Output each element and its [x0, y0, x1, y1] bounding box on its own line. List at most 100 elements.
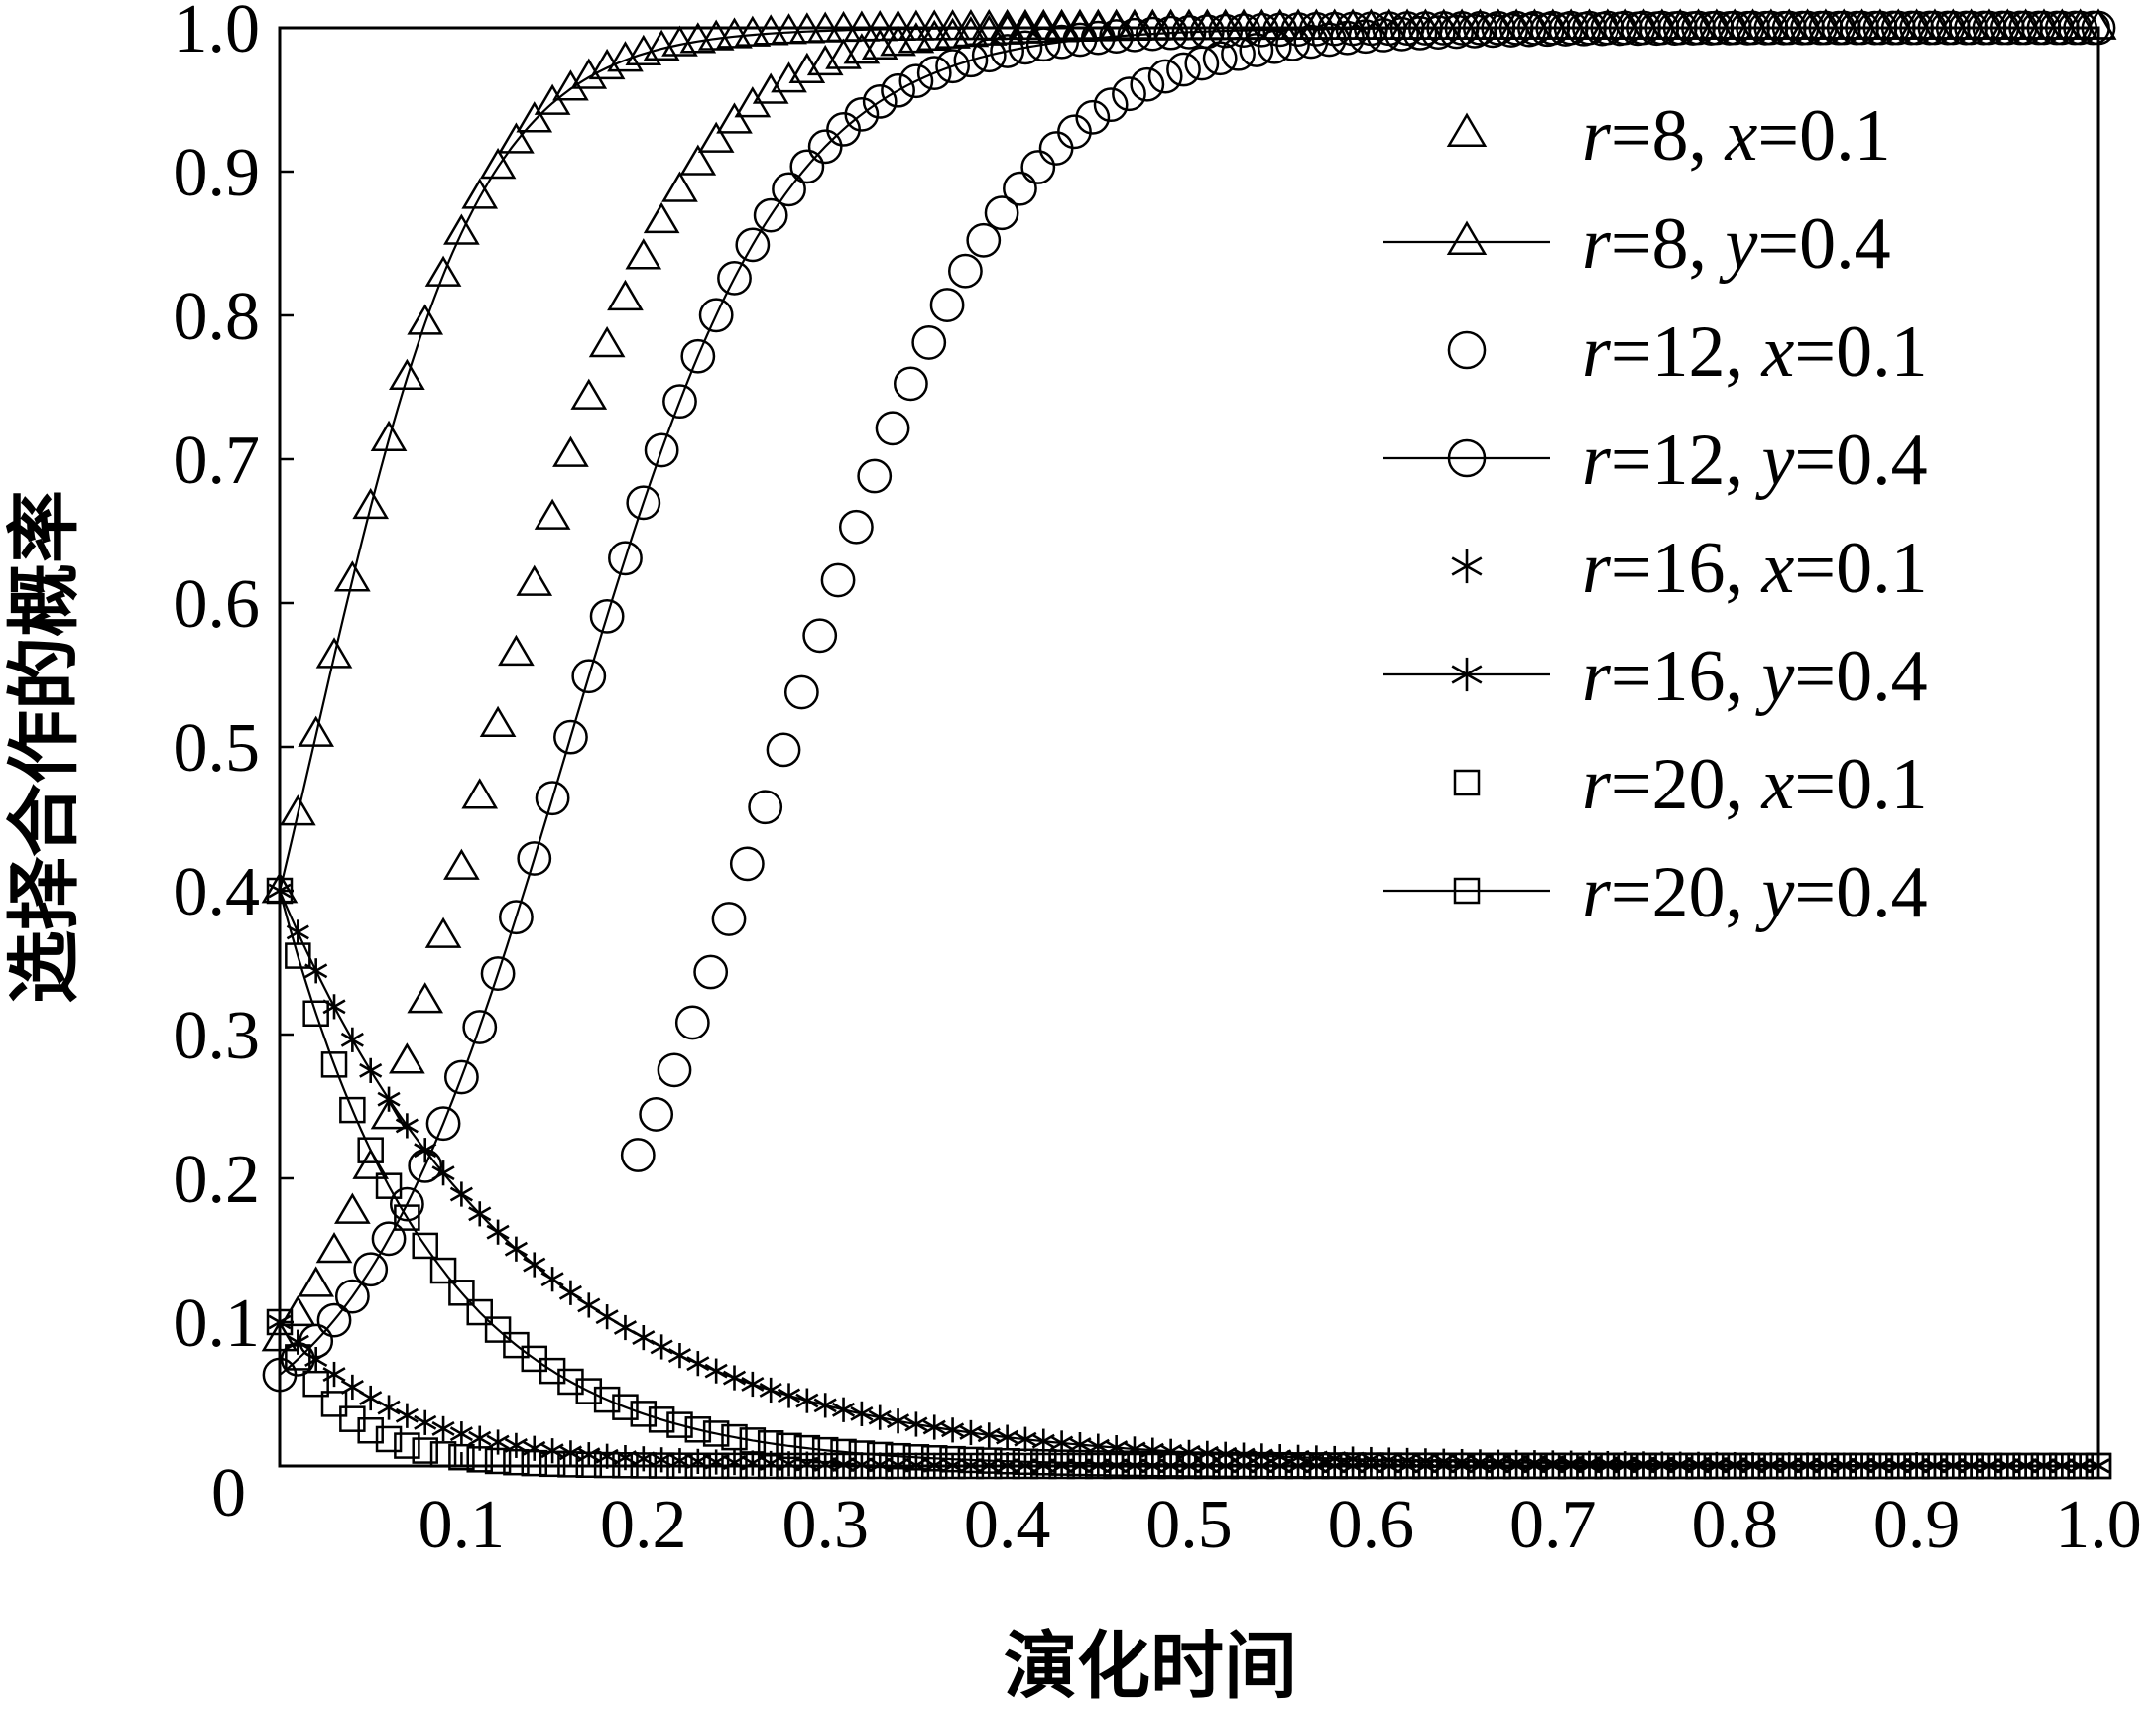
series-3: [262, 10, 2116, 1393]
data-point: [966, 222, 1002, 258]
data-point: [589, 598, 625, 634]
data-point: [1003, 171, 1037, 206]
data-point: [588, 325, 626, 358]
data-point: [412, 1232, 438, 1260]
data-point: [971, 38, 1007, 73]
legend-label-part: =20,: [1611, 744, 1762, 825]
data-point: [1014, 1426, 1037, 1452]
data-point: [1517, 10, 1552, 46]
legend-label-part: =0.1: [1757, 95, 1890, 177]
data-point: [1826, 10, 1861, 46]
data-point: [739, 1452, 767, 1480]
legend-label-part: =8,: [1611, 95, 1726, 177]
data-point: [466, 1446, 493, 1473]
data-point: [1139, 1450, 1166, 1478]
data-point: [486, 1219, 510, 1245]
data-point: [1467, 1452, 1494, 1480]
data-point: [1721, 1452, 1748, 1480]
data-point: [1153, 15, 1189, 51]
data-point: [667, 1343, 692, 1369]
data-point: [461, 778, 499, 809]
data-point: [1212, 1451, 1239, 1479]
data-point: [1666, 1452, 1694, 1480]
data-point: [1790, 10, 1825, 46]
data-point: [1130, 66, 1165, 102]
data-point: [523, 1252, 546, 1278]
legend-label-part: x: [1761, 311, 1795, 393]
data-point: [370, 1098, 408, 1130]
data-point: [977, 1422, 1001, 1448]
data-point: [1372, 11, 1407, 47]
data-point: [484, 1316, 512, 1343]
data-point: [1989, 10, 2025, 46]
data-point: [1681, 10, 1716, 46]
legend-item: r=16, x=0.1: [1451, 528, 1928, 609]
data-point: [650, 1334, 673, 1360]
data-point: [1249, 1451, 1275, 1479]
data-point: [776, 1452, 802, 1480]
data-point: [1303, 1452, 1330, 1479]
data-point: [807, 129, 843, 165]
data-point: [648, 1452, 675, 1479]
data-point: [650, 1447, 673, 1473]
data-point: [448, 1280, 475, 1306]
legend-label: r=20, x=0.1: [1582, 744, 1928, 825]
data-point: [1448, 1452, 1476, 1480]
data-point: [1080, 20, 1116, 56]
data-point: [1958, 1452, 1984, 1480]
data-point: [285, 1344, 311, 1371]
data-point: [789, 149, 825, 184]
data-point: [1038, 131, 1074, 166]
data-point: [1849, 1452, 1875, 1480]
data-point: [429, 1441, 457, 1468]
data-point: [352, 487, 390, 520]
data-point: [1354, 11, 1388, 47]
data-point: [825, 10, 862, 43]
legend-label-part: y: [1755, 636, 1795, 717]
data-point: [1298, 11, 1334, 47]
x-tick-label: 0.7: [1509, 1487, 1597, 1563]
legend-label-part: =16,: [1611, 528, 1762, 609]
data-point: [1830, 1452, 1857, 1480]
data-point: [516, 564, 553, 596]
data-point: [948, 253, 983, 289]
x-tick-label: 0.3: [781, 1487, 869, 1563]
legend-label: r=12, y=0.4: [1582, 420, 1928, 501]
data-point: [612, 1452, 639, 1479]
data-point: [806, 11, 844, 43]
legend-item: r=8, y=0.4: [1383, 203, 1891, 285]
data-point: [389, 1042, 425, 1074]
legend-label-part: x: [1725, 95, 1758, 177]
data-point: [1048, 1449, 1075, 1476]
data-point: [739, 1427, 767, 1454]
legend-marker: [1451, 657, 1483, 692]
data-point: [315, 1232, 353, 1264]
data-point: [1353, 8, 1389, 40]
data-point: [916, 56, 952, 91]
data-point: [693, 954, 729, 990]
data-point: [1757, 1452, 1785, 1480]
data-point: [552, 69, 589, 101]
legend-label-part: =20,: [1611, 852, 1762, 933]
data-point: [1103, 1450, 1130, 1477]
data-point: [2030, 1452, 2058, 1480]
data-point: [741, 1371, 765, 1398]
data-point: [424, 255, 462, 287]
data-point: [881, 72, 915, 108]
data-point: [820, 562, 856, 598]
data-point: [793, 1452, 821, 1480]
data-point: [684, 1416, 712, 1443]
data-point: [886, 1408, 910, 1434]
data-point: [783, 674, 819, 710]
data-point: [298, 1266, 335, 1297]
data-point: [1502, 1452, 1530, 1480]
data-point: [679, 144, 717, 176]
data-point: [1739, 1452, 1766, 1480]
data-point: [1845, 10, 1879, 46]
data-point: [1044, 24, 1080, 60]
data-point: [1389, 11, 1425, 46]
data-point: [934, 9, 971, 41]
data-point: [1166, 52, 1201, 87]
data-point: [2049, 1452, 2076, 1480]
